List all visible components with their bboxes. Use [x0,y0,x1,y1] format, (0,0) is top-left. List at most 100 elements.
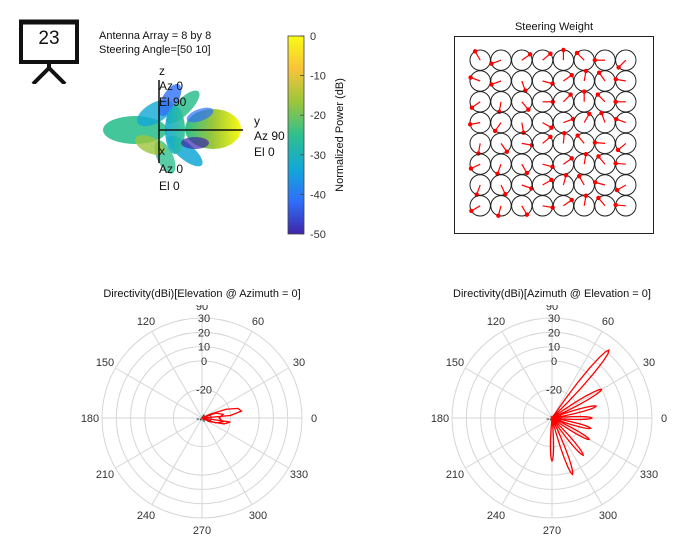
polar-angle-label: 180 [431,413,449,425]
weight-tip [548,51,553,56]
polar-angle-label: 0 [661,413,667,425]
weight-tip [587,111,592,116]
weight-tip [613,99,618,104]
polar-angle-label: 240 [487,510,505,522]
polar-angle-label: 0 [311,413,317,425]
weight-tip [599,110,604,116]
polar-radial-label: 20 [548,327,560,339]
weight-tip [469,105,475,110]
polar-angle-label: 150 [446,357,464,369]
weight-tip [563,172,569,178]
weight-tip [613,202,618,208]
polar-grid-spoke [115,367,203,419]
pattern-3d [103,80,243,174]
array-size-text: Antenna Array = 8 by 8 [99,30,212,42]
slide-badge: 23 [19,18,79,86]
weight-tip [592,180,598,185]
polar-angle-label: 210 [446,469,464,481]
polar-angle-label: 30 [643,357,655,369]
weight-tip [549,177,554,183]
polar-angle-label: 270 [193,525,211,535]
polar-angle-label: 330 [290,469,308,481]
polar-angle-label: 240 [137,510,155,522]
polar-radial-label: -20 [546,384,562,396]
steering-weight-title: Steering Weight [514,21,594,33]
polar-angle-label: 120 [137,316,155,328]
polar-radial-label: 0 [201,356,207,368]
weight-tip [569,156,574,161]
polar-grid-spoke [501,417,553,505]
polar-angle-label: 60 [252,316,264,328]
polar-grid-spoke [551,417,639,469]
polar-angle-label: 210 [96,469,114,481]
polar-grid-spoke [465,367,553,419]
z-axis-az: Az 0 [159,79,184,93]
weight-tip [576,173,582,179]
polar-grid-spoke [201,417,253,505]
polar-grid-spoke [201,331,253,419]
presentation-board-icon [19,19,79,86]
polar-angle-label: 60 [602,316,614,328]
colorbar-tick-label: -30 [310,150,326,162]
weight-tip [568,92,573,97]
weight-tip [569,72,574,78]
weight-tip [583,193,589,198]
weight-tip [595,92,600,97]
y-axis-label: y [254,114,260,128]
weight-tip [614,187,620,193]
elevation-polar-chart: 0 30 60 90 120 150 180 210 240 270 300 330 30 20 10 0 -2… [81,305,317,535]
weight-tip [596,195,601,201]
colorbar-tick-label: -20 [310,110,326,122]
z-axis-label: z [159,64,165,78]
polar-angle-label: 90 [546,305,558,313]
weight-tip [526,107,531,112]
x-axis-el: El 0 [159,179,180,193]
weight-tip [503,192,508,197]
colorbar-tick-label: -40 [310,189,326,201]
z-axis-el: El 90 [159,95,187,109]
weight-tip [569,197,574,203]
weight-tip [468,166,474,171]
weight-tip [489,82,494,87]
polar-angle-label: 300 [599,510,617,522]
pattern-3d-lobes [103,83,241,174]
polar-grid-spoke [551,417,603,505]
weight-tip [472,49,478,54]
weight-tip [596,70,602,75]
polar-grid-spoke [465,417,553,469]
weight-tip [561,47,566,53]
polar-radial-label: 10 [548,342,560,354]
steering-weight-grid [454,36,654,234]
weight-tip [504,149,510,154]
polar-grid-spoke [501,331,553,419]
elevation-trace [201,407,243,425]
colorbar-label: Normalized Power (dB) [334,78,346,192]
polar-grid-spoke [115,417,203,469]
polar-angle-label: 150 [96,357,114,369]
colorbar: 0 -10 -20 -30 -40 -50 Normalized Power (dB) [287,31,346,241]
polar-angle-label: 330 [640,469,658,481]
colorbar-tick-label: 0 [310,31,316,43]
azimuth-polar-chart: 0 30 60 90 120 150 180 210 240 270 300 330 30 20 10 0 -2… [431,305,667,535]
weight-tip [615,147,621,153]
elevation-polar-title: Directivity(dBi)[Elevation @ Azimuth = 0… [103,288,301,300]
polar-grid-spoke [151,331,203,419]
steering-angle-text: Steering Angle=[50 10] [99,44,211,56]
polar-angle-label: 300 [249,510,267,522]
weight-tip [574,50,580,56]
polar-grid-spoke [551,367,639,419]
y-axis-az: Az 90 [254,129,285,143]
weight-tip [467,122,473,127]
weight-tip [592,58,597,63]
weight-tip [469,208,474,214]
weight-tip [592,140,598,145]
azimuth-polar-title: Directivity(dBi)[Azimuth @ Elevation = 0… [453,288,651,300]
polar-angle-label: 180 [81,413,99,425]
weight-tip [492,128,498,134]
polar-grid-spoke [551,331,603,419]
polar-grid-spoke [201,417,289,469]
weight-tip [575,133,580,138]
weight-tip [613,161,618,166]
polar-radial-label: 30 [548,313,560,325]
polar-angle-label: 120 [487,316,505,328]
